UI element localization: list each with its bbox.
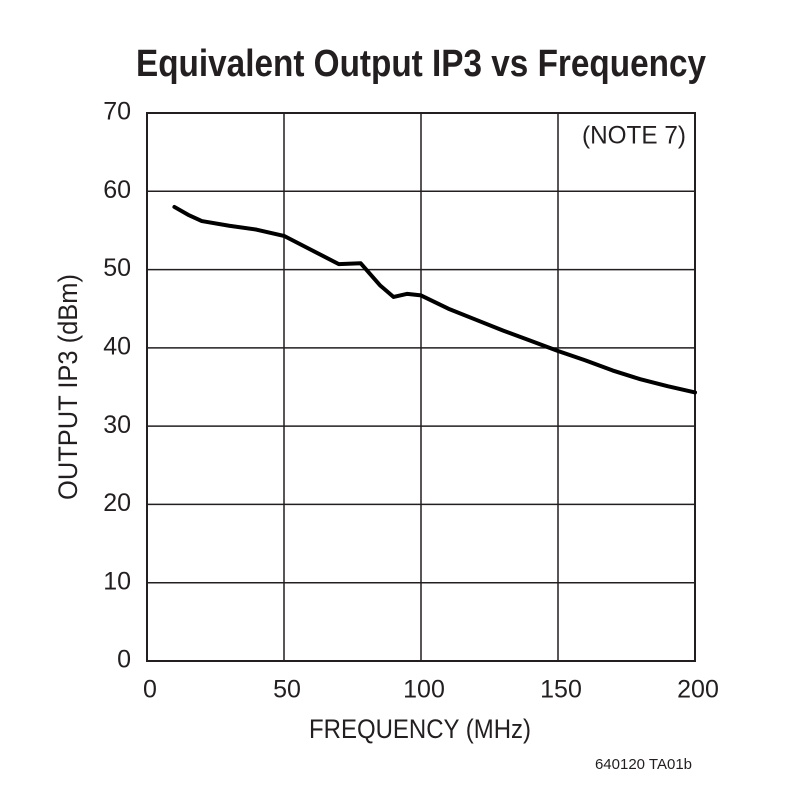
y-axis-label: OUTPUT IP3 (dBm)	[53, 274, 83, 500]
y-tick-label: 40	[103, 332, 131, 360]
y-tick-label: 0	[117, 646, 131, 674]
y-tick-label: 50	[103, 254, 131, 282]
footnote: 640120 TA01b	[595, 756, 692, 773]
x-tick-label: 50	[273, 676, 301, 704]
annotation: (NOTE 7)	[582, 122, 686, 150]
x-tick-label: 200	[677, 676, 719, 704]
y-tick-label: 10	[103, 567, 131, 595]
x-tick-label: 150	[540, 676, 582, 704]
x-tick-label: 0	[143, 676, 157, 704]
x-tick-label: 100	[403, 676, 445, 704]
y-tick-label: 70	[103, 98, 131, 126]
y-tick-label: 20	[103, 489, 131, 517]
data-line	[172, 204, 697, 395]
y-tick-label: 30	[103, 411, 131, 439]
x-axis-label: FREQUENCY (MHz)	[309, 714, 531, 744]
y-tick-label: 60	[103, 176, 131, 204]
plot-frame	[146, 112, 696, 662]
chart-title: Equivalent Output IP3 vs Frequency	[136, 43, 706, 85]
